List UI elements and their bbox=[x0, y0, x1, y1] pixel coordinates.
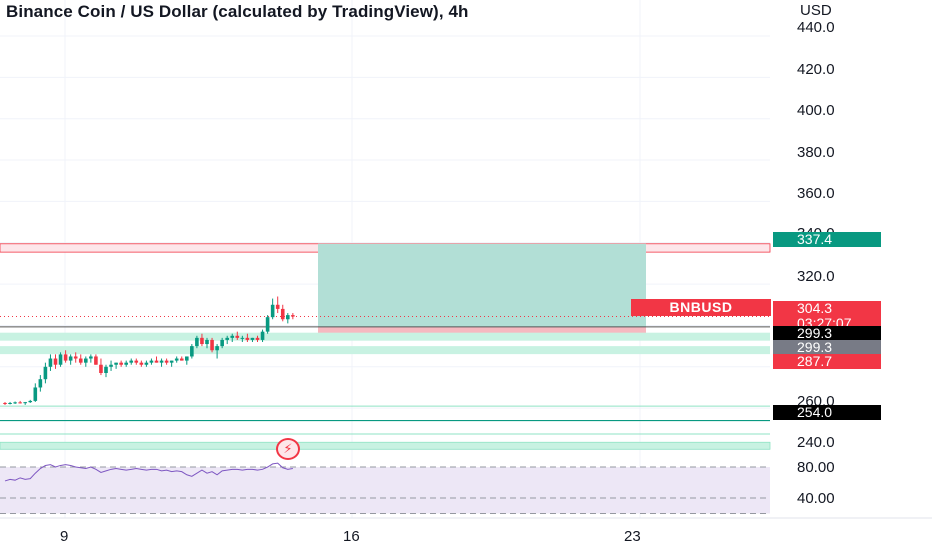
demand-zone-lower bbox=[0, 346, 770, 355]
currency-label: USD bbox=[800, 2, 832, 19]
candle-body bbox=[18, 402, 22, 404]
candle-body bbox=[200, 337, 204, 345]
candle-body bbox=[33, 387, 38, 401]
candle-body bbox=[154, 360, 159, 363]
last-price-value: 304.3 bbox=[797, 300, 833, 316]
candle-body bbox=[68, 356, 73, 361]
candle-body bbox=[174, 358, 179, 361]
candle-body bbox=[119, 362, 123, 365]
candle-body bbox=[185, 356, 189, 361]
candle-body bbox=[23, 402, 27, 404]
symbol-tag[interactable]: BNBUSD bbox=[631, 299, 771, 316]
price-tick: 380.0 bbox=[797, 144, 835, 161]
candle-body bbox=[104, 366, 108, 374]
candle-body bbox=[144, 362, 149, 365]
rsi-band bbox=[0, 467, 770, 514]
candle-body bbox=[109, 364, 113, 367]
candle-body bbox=[286, 315, 290, 320]
candle-body bbox=[169, 360, 174, 363]
candle-body bbox=[99, 364, 103, 374]
chart-grid bbox=[0, 0, 932, 519]
price-tick: 360.0 bbox=[797, 185, 835, 202]
candle-body bbox=[124, 362, 128, 365]
candle-body bbox=[215, 346, 219, 351]
lightning-icon[interactable]: ⚡ bbox=[276, 438, 300, 460]
candle-body bbox=[58, 354, 63, 365]
target-zone bbox=[318, 243, 646, 327]
candle-body bbox=[48, 358, 53, 367]
target-price-badge: 337.4 bbox=[773, 232, 881, 247]
candle-body bbox=[245, 337, 250, 340]
candle-body bbox=[190, 346, 194, 357]
candle-body bbox=[114, 362, 118, 365]
chart-title: Binance Coin / US Dollar (calculated by … bbox=[6, 2, 469, 21]
candle-body bbox=[94, 356, 98, 365]
time-tick: 16 bbox=[343, 528, 360, 545]
candle-body bbox=[205, 339, 209, 345]
candle-body bbox=[179, 358, 184, 361]
price-tick: 420.0 bbox=[797, 61, 835, 78]
stop-zone bbox=[318, 326, 646, 337]
entry-price-badge: 299.3 bbox=[773, 326, 881, 341]
rsi-tick: 80.00 bbox=[797, 459, 835, 476]
position-zones bbox=[0, 243, 771, 450]
candle-body bbox=[230, 335, 235, 338]
candle-body bbox=[78, 358, 83, 363]
rsi-pane bbox=[0, 462, 770, 514]
candle-body bbox=[270, 304, 275, 318]
candle-body bbox=[255, 337, 260, 340]
support-price-badge: 254.0 bbox=[773, 405, 881, 420]
candle-body bbox=[73, 356, 78, 359]
candle-body bbox=[164, 360, 169, 363]
demand-zone-bottom bbox=[0, 441, 771, 450]
candle-body bbox=[260, 331, 265, 340]
candle-body bbox=[89, 356, 93, 359]
candle-body bbox=[159, 360, 164, 363]
candle-body bbox=[84, 358, 88, 363]
stop-price-badge: 287.7 bbox=[773, 354, 881, 369]
candle-body bbox=[291, 315, 295, 317]
candle-body bbox=[235, 335, 240, 338]
candle-body bbox=[265, 317, 270, 332]
candle-body bbox=[13, 402, 17, 404]
candle-body bbox=[8, 402, 12, 404]
time-tick: 23 bbox=[624, 528, 641, 545]
candle-body bbox=[149, 360, 154, 363]
candle-body bbox=[63, 354, 68, 361]
candle-body bbox=[210, 339, 214, 351]
candle-body bbox=[280, 308, 285, 320]
candle-body bbox=[220, 339, 224, 347]
candle-body bbox=[129, 360, 134, 363]
candle-body bbox=[3, 402, 7, 404]
candle-body bbox=[28, 400, 33, 403]
candle-body bbox=[195, 337, 199, 347]
entry-price-badge-secondary: 299.3 bbox=[773, 340, 881, 355]
candle-body bbox=[134, 360, 139, 363]
time-tick: 9 bbox=[60, 528, 69, 545]
price-tick: 240.0 bbox=[797, 434, 835, 451]
demand-zone-upper bbox=[0, 332, 770, 341]
candle-body bbox=[275, 304, 280, 309]
candle-body bbox=[43, 366, 48, 380]
price-tick: 440.0 bbox=[797, 19, 835, 36]
price-tick: 340.0 bbox=[797, 225, 835, 233]
candle-body bbox=[53, 358, 58, 365]
rsi-line bbox=[4, 462, 293, 482]
price-tick: 320.0 bbox=[797, 268, 835, 285]
rsi-tick: 40.00 bbox=[797, 490, 835, 507]
candle-body bbox=[240, 337, 245, 339]
candles-series bbox=[3, 296, 295, 406]
candle-body bbox=[139, 362, 144, 365]
price-tick: 400.0 bbox=[797, 102, 835, 119]
candle-body bbox=[250, 337, 255, 340]
candle-body bbox=[225, 337, 229, 340]
candle-body bbox=[38, 379, 43, 388]
